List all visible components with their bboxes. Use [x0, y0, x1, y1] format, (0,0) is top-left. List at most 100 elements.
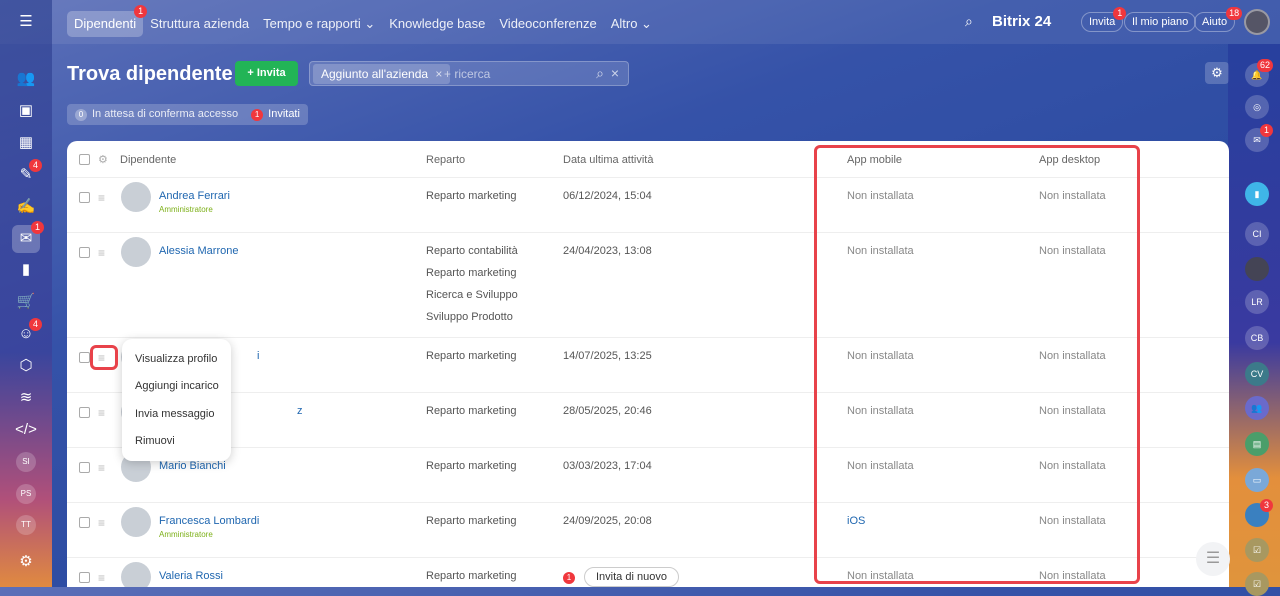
- settings-icon[interactable]: ⚙: [19, 553, 33, 570]
- employee-name[interactable]: Andrea Ferrari: [159, 190, 230, 202]
- avatar[interactable]: CV: [1245, 362, 1269, 386]
- group-icon[interactable]: 👥: [1245, 396, 1269, 420]
- top-bar: [0, 0, 1280, 44]
- employee-name[interactable]: Mario Bianchi: [159, 460, 226, 472]
- last-activity: 28/05/2025, 20:46: [563, 405, 652, 417]
- table-header: ⚙ Dipendente Reparto Data ultima attivit…: [67, 141, 1229, 178]
- tab-dipendenti[interactable]: Dipendenti 1: [67, 5, 148, 37]
- avatar[interactable]: SI: [16, 452, 36, 472]
- row-checkbox[interactable]: [79, 192, 90, 203]
- messenger-icon[interactable]: ✉ 1: [1245, 124, 1273, 152]
- gear-icon[interactable]: ⚙: [98, 154, 108, 166]
- tab-video[interactable]: Videoconferenze: [499, 16, 597, 31]
- row-checkbox[interactable]: [79, 407, 90, 418]
- filter-chip[interactable]: Aggiunto all'azienda ×: [313, 64, 451, 84]
- avatar[interactable]: LR: [1245, 290, 1269, 314]
- avatar[interactable]: [121, 182, 151, 212]
- row-menu-icon[interactable]: ≡: [98, 406, 106, 420]
- menu-item-add-task[interactable]: Aggiungi incarico: [135, 380, 219, 392]
- chat-icon[interactable]: ✉ 1: [12, 221, 44, 253]
- bot-icon[interactable]: ☺ 4: [14, 318, 42, 346]
- search-input[interactable]: Aggiunto all'azienda × + ricerca ⌕ ×: [309, 61, 629, 86]
- employees-icon[interactable]: 👥: [16, 70, 36, 87]
- sign-icon[interactable]: ✍: [16, 198, 36, 215]
- pending-filter[interactable]: In attesa di conferma accesso: [92, 108, 239, 120]
- search-icon[interactable]: ⌕: [965, 13, 973, 29]
- employee-name[interactable]: i: [257, 350, 260, 362]
- row-checkbox[interactable]: [79, 462, 90, 473]
- cart-icon[interactable]: 🛒: [16, 293, 36, 310]
- row-checkbox[interactable]: [79, 352, 90, 363]
- help-button[interactable]: Aiuto 18: [1194, 7, 1243, 32]
- tab-tempo[interactable]: Tempo e rapporti ⌄: [263, 16, 376, 31]
- row-menu-icon[interactable]: ≡: [98, 516, 106, 530]
- row-menu-icon[interactable]: ≡: [98, 461, 106, 475]
- last-activity: 14/07/2025, 13:25: [563, 350, 652, 362]
- app-mobile-status: Non installata: [847, 460, 914, 472]
- app-desktop-status: Non installata: [1039, 460, 1106, 472]
- menu-item-remove[interactable]: Rimuovi: [135, 435, 175, 447]
- menu-icon[interactable]: ☰: [19, 13, 33, 30]
- search-icon[interactable]: ⌕: [596, 65, 604, 81]
- avatar[interactable]: PS: [16, 484, 36, 504]
- employee-name[interactable]: z: [297, 405, 303, 417]
- avatar[interactable]: [121, 507, 151, 537]
- row-menu-icon[interactable]: ≡: [98, 246, 106, 260]
- code-icon[interactable]: </>: [15, 421, 37, 438]
- app-desktop-status: Non installata: [1039, 350, 1106, 362]
- row-checkbox[interactable]: [79, 247, 90, 258]
- clear-icon[interactable]: ×: [610, 65, 619, 81]
- tab-struttura[interactable]: Struttura azienda: [150, 16, 250, 31]
- avatar[interactable]: [1245, 257, 1269, 281]
- bookmark-icon[interactable]: ▮: [1245, 182, 1269, 206]
- department: Sviluppo Prodotto: [426, 311, 513, 323]
- department: Reparto marketing: [426, 267, 517, 279]
- bell-icon[interactable]: 🔔 62: [1245, 59, 1273, 87]
- avatar[interactable]: CI: [1245, 222, 1269, 246]
- avatar[interactable]: [121, 562, 151, 587]
- reinvite-button[interactable]: Invita di nuovo: [584, 567, 679, 587]
- row-menu-icon[interactable]: ≡: [98, 191, 106, 205]
- row-menu-icon[interactable]: ≡: [98, 571, 106, 585]
- tasks-icon[interactable]: ✎ 4: [14, 159, 42, 187]
- invite-employee-button[interactable]: + Invita: [235, 61, 298, 86]
- brand-logo: Bitrix 24: [992, 13, 1052, 30]
- row-checkbox[interactable]: [79, 517, 90, 528]
- box-icon[interactable]: ⬡: [19, 357, 33, 374]
- employee-name[interactable]: Alessia Marrone: [159, 245, 239, 257]
- bot-avatar[interactable]: 3: [1245, 499, 1273, 527]
- list-icon[interactable]: ☰: [1196, 542, 1230, 576]
- task-check-icon[interactable]: ☑: [1245, 572, 1269, 596]
- app-mobile-status: Non installata: [847, 245, 914, 257]
- board-icon[interactable]: ▣: [18, 102, 34, 119]
- automation-icon[interactable]: ≋: [19, 389, 33, 406]
- task-check-icon[interactable]: ☑: [1245, 538, 1269, 562]
- avatar[interactable]: TT: [16, 515, 36, 535]
- invited-filter[interactable]: Invitati: [268, 108, 300, 120]
- avatar[interactable]: CB: [1245, 326, 1269, 350]
- row-checkbox[interactable]: [79, 572, 90, 583]
- select-all-checkbox[interactable]: [79, 154, 90, 165]
- department: Reparto contabilità: [426, 245, 518, 257]
- chat-bubble-icon[interactable]: ▭: [1245, 468, 1269, 492]
- role-label: Amministratore: [159, 530, 213, 539]
- tab-altro[interactable]: Altro ⌄: [610, 16, 652, 31]
- employee-name[interactable]: Francesca Lombardi: [159, 515, 260, 527]
- department: Reparto marketing: [426, 405, 517, 417]
- close-icon[interactable]: ×: [435, 67, 443, 81]
- contact-card-icon[interactable]: ▤: [1245, 432, 1269, 456]
- gear-icon[interactable]: ⚙: [1205, 62, 1229, 84]
- tab-knowledge[interactable]: Knowledge base: [389, 16, 486, 31]
- avatar[interactable]: [121, 237, 151, 267]
- user-avatar[interactable]: [1244, 9, 1270, 35]
- analytics-icon[interactable]: ▮: [21, 261, 31, 278]
- employee-name[interactable]: Valeria Rossi: [159, 570, 223, 582]
- plan-button[interactable]: Il mio piano: [1124, 12, 1197, 32]
- menu-item-view-profile[interactable]: Visualizza profilo: [135, 353, 218, 365]
- app-mobile-status: Non installata: [847, 570, 914, 582]
- invite-button[interactable]: Invita 1: [1081, 7, 1127, 32]
- row-menu-icon[interactable]: ≡: [98, 351, 106, 365]
- copilot-icon[interactable]: ◎: [1245, 95, 1269, 119]
- menu-item-send-message[interactable]: Invia messaggio: [135, 408, 215, 420]
- calendar-icon[interactable]: ▦: [18, 134, 34, 151]
